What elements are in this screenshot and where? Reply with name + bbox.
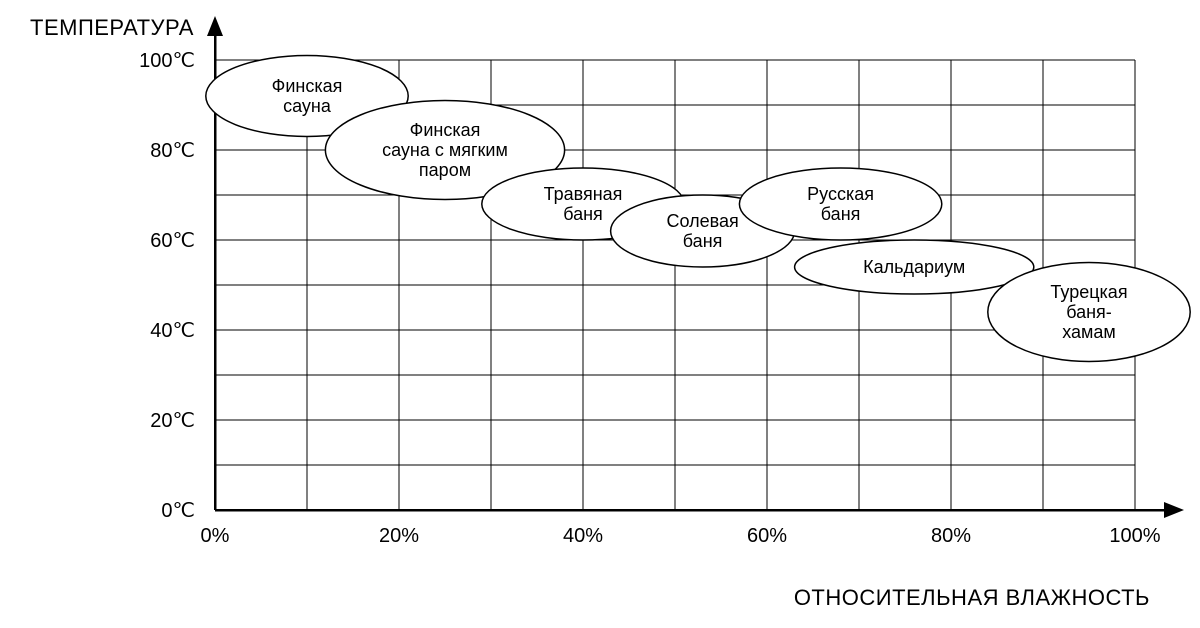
bubble-label-line: баня- [1066, 302, 1112, 322]
x-tick-label: 100% [1109, 525, 1160, 547]
y-tick-label: 80℃ [150, 140, 195, 162]
x-axis-arrow [1164, 502, 1184, 518]
x-ticks: 0% 20% 40% 60% 80% 100% [201, 525, 1161, 547]
bubble-label-line: баня [563, 204, 603, 224]
y-tick-label: 20℃ [150, 410, 195, 432]
bubble-label-line: Кальдариум [863, 257, 965, 277]
bubble-label-line: Травяная [544, 184, 623, 204]
y-tick-label: 60℃ [150, 230, 195, 252]
x-tick-label: 60% [747, 525, 787, 547]
y-axis-title: ТЕМПЕРАТУРА [30, 15, 194, 40]
x-tick-label: 40% [563, 525, 603, 547]
bubble-label-line: Финская [272, 76, 343, 96]
bubble-label-line: сауна с мягким [382, 140, 508, 160]
bubble-label-line: Русская [807, 184, 874, 204]
sauna-temperature-humidity-chart: ТЕМПЕРАТУРА ОТНОСИТЕЛЬНАЯ ВЛАЖНОСТЬ 0℃ 20… [0, 0, 1200, 628]
y-tick-label: 100℃ [139, 50, 195, 72]
y-tick-label: 40℃ [150, 320, 195, 342]
bubble-label-line: Турецкая [1050, 282, 1127, 302]
bubble-label-line: хамам [1062, 322, 1116, 342]
bubble-caldarium: Кальдариум [795, 240, 1034, 294]
bubble-label-line: Солевая [666, 211, 738, 231]
x-axis-title: ОТНОСИТЕЛЬНАЯ ВЛАЖНОСТЬ [794, 585, 1150, 610]
bubble-russian-bath: Русскаябаня [739, 168, 941, 240]
x-tick-label: 20% [379, 525, 419, 547]
bubble-label-line: паром [419, 160, 471, 180]
x-tick-label: 80% [931, 525, 971, 547]
y-ticks: 0℃ 20℃ 40℃ 60℃ 80℃ 100℃ [139, 50, 195, 522]
bubble-label-line: сауна [283, 96, 332, 116]
bubble-turkish-hamam: Турецкаябаня-хамам [988, 263, 1190, 362]
y-axis-arrow [207, 16, 223, 36]
x-tick-label: 0% [201, 525, 230, 547]
y-tick-label: 0℃ [161, 500, 195, 522]
bubble-label-line: баня [821, 204, 861, 224]
bubble-label-line: баня [683, 231, 723, 251]
bubble-label-line: Финская [410, 120, 481, 140]
